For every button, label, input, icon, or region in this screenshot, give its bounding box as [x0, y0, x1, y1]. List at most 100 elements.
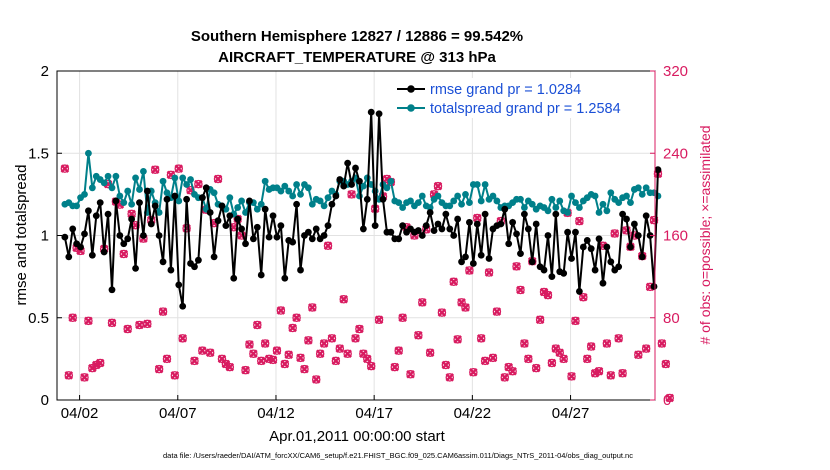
- rmse-point: [469, 260, 477, 267]
- totalspread-point: [320, 202, 328, 210]
- obs-assimilated-point: [296, 353, 305, 363]
- totalspread-point: [371, 187, 379, 195]
- rmse-point: [634, 232, 642, 239]
- rmse-point: [234, 215, 242, 223]
- rmse-point: [363, 195, 371, 203]
- obs-possible-point: [194, 179, 203, 189]
- rmse-point: [214, 217, 222, 225]
- obs-possible-point: [606, 371, 616, 380]
- x-tick-label: 04/17: [355, 405, 393, 422]
- obs-assimilated-point: [634, 350, 643, 360]
- rmse-point: [517, 250, 524, 257]
- obs-possible-point: [158, 307, 168, 316]
- rmse-point: [202, 184, 210, 192]
- y-tick-label: 0.5: [28, 310, 49, 327]
- obs-assimilated-point: [135, 320, 144, 330]
- rmse-point: [627, 243, 634, 251]
- totalspread-point: [257, 200, 265, 208]
- obs-assimilated-point: [547, 358, 557, 368]
- rmse-point: [249, 235, 257, 243]
- totalspread-point: [473, 181, 481, 188]
- rmse-point: [477, 251, 485, 259]
- obs-possible-point: [535, 315, 545, 325]
- obs-possible-point: [225, 362, 235, 372]
- obs-possible-point: [418, 298, 427, 307]
- rmse-point: [344, 159, 352, 167]
- obs-assimilated-point: [343, 349, 352, 358]
- obs-possible-point: [80, 373, 89, 382]
- totalspread-point: [88, 184, 96, 192]
- obs-possible-point: [516, 285, 525, 295]
- obs-assimilated-point: [288, 323, 297, 333]
- rmse-point: [120, 240, 128, 248]
- obs-assimilated-point: [284, 350, 293, 360]
- rmse-point: [650, 283, 658, 290]
- obs-possible-point: [300, 364, 309, 374]
- obs-possible-point: [178, 334, 187, 343]
- y-right-tick-label: 320: [663, 63, 688, 80]
- obs-assimilated-point: [418, 298, 427, 307]
- obs-assimilated-point: [500, 373, 510, 382]
- totalspread-point: [387, 177, 395, 185]
- obs-assimilated-point: [311, 375, 321, 384]
- totalspread-point: [261, 177, 269, 185]
- rmse-point: [230, 274, 238, 282]
- obs-assimilated-point: [119, 249, 129, 259]
- totalspread-point: [607, 189, 615, 197]
- y-axis-label: rmse and totalspread: [13, 165, 30, 306]
- obs-assimilated-point: [484, 268, 494, 277]
- obs-assimilated-point: [661, 359, 671, 369]
- obs-possible-point: [512, 262, 521, 271]
- rmse-point: [332, 192, 340, 200]
- totalspread-point: [599, 200, 607, 208]
- totalspread-point: [638, 190, 646, 198]
- obs-assimilated-point: [535, 315, 545, 325]
- y-tick-label: 1: [41, 228, 49, 245]
- obs-possible-point: [524, 354, 533, 364]
- totalspread-series: [61, 149, 662, 218]
- obs-possible-point: [280, 359, 290, 369]
- rmse-point: [579, 243, 587, 251]
- y-tick-label: 2: [41, 63, 49, 80]
- totalspread-point: [179, 174, 187, 182]
- obs-assimilated-point: [308, 303, 317, 312]
- totalspread-point: [253, 205, 261, 213]
- totalspread-point: [399, 204, 407, 211]
- totalspread-point: [521, 204, 528, 211]
- legend-rmse-label: rmse grand pr = 1.0284: [430, 82, 581, 98]
- rmse-point: [430, 227, 438, 234]
- rmse-point: [418, 232, 426, 239]
- rmse-point: [375, 110, 383, 118]
- obs-possible-point: [425, 348, 435, 357]
- obs-possible-point: [665, 393, 674, 403]
- obs-assimilated-point: [524, 354, 533, 364]
- rmse-point: [261, 205, 269, 213]
- rmse-point: [88, 251, 96, 259]
- obs-assimilated-point: [512, 262, 521, 271]
- obs-possible-point: [657, 339, 667, 348]
- totalspread-point: [603, 207, 611, 215]
- rmse-point: [65, 253, 73, 261]
- rmse-point: [466, 218, 473, 226]
- totalspread-point: [293, 181, 300, 188]
- obs-assimilated-point: [465, 266, 474, 275]
- obs-possible-point: [311, 375, 321, 384]
- totalspread-point: [450, 197, 458, 205]
- rmse-point: [442, 210, 450, 218]
- rmse-point: [654, 166, 662, 174]
- rmse-point: [630, 220, 638, 228]
- rmse-point: [179, 302, 187, 310]
- obs-assimilated-point: [194, 179, 203, 189]
- totalspread-point: [544, 207, 552, 215]
- obs-possible-point: [170, 371, 180, 380]
- totalspread-point: [175, 197, 183, 205]
- y-right-tick-label: 0: [663, 392, 671, 409]
- totalspread-point: [108, 184, 116, 192]
- obs-possible-point: [276, 306, 286, 315]
- obs-possible-point: [284, 350, 293, 360]
- obs-assimilated-point: [347, 190, 356, 199]
- obs-assimilated-point: [665, 393, 674, 403]
- totalspread-point: [615, 199, 623, 207]
- obs-assimilated-point: [205, 348, 215, 357]
- obs-possible-point: [143, 319, 152, 329]
